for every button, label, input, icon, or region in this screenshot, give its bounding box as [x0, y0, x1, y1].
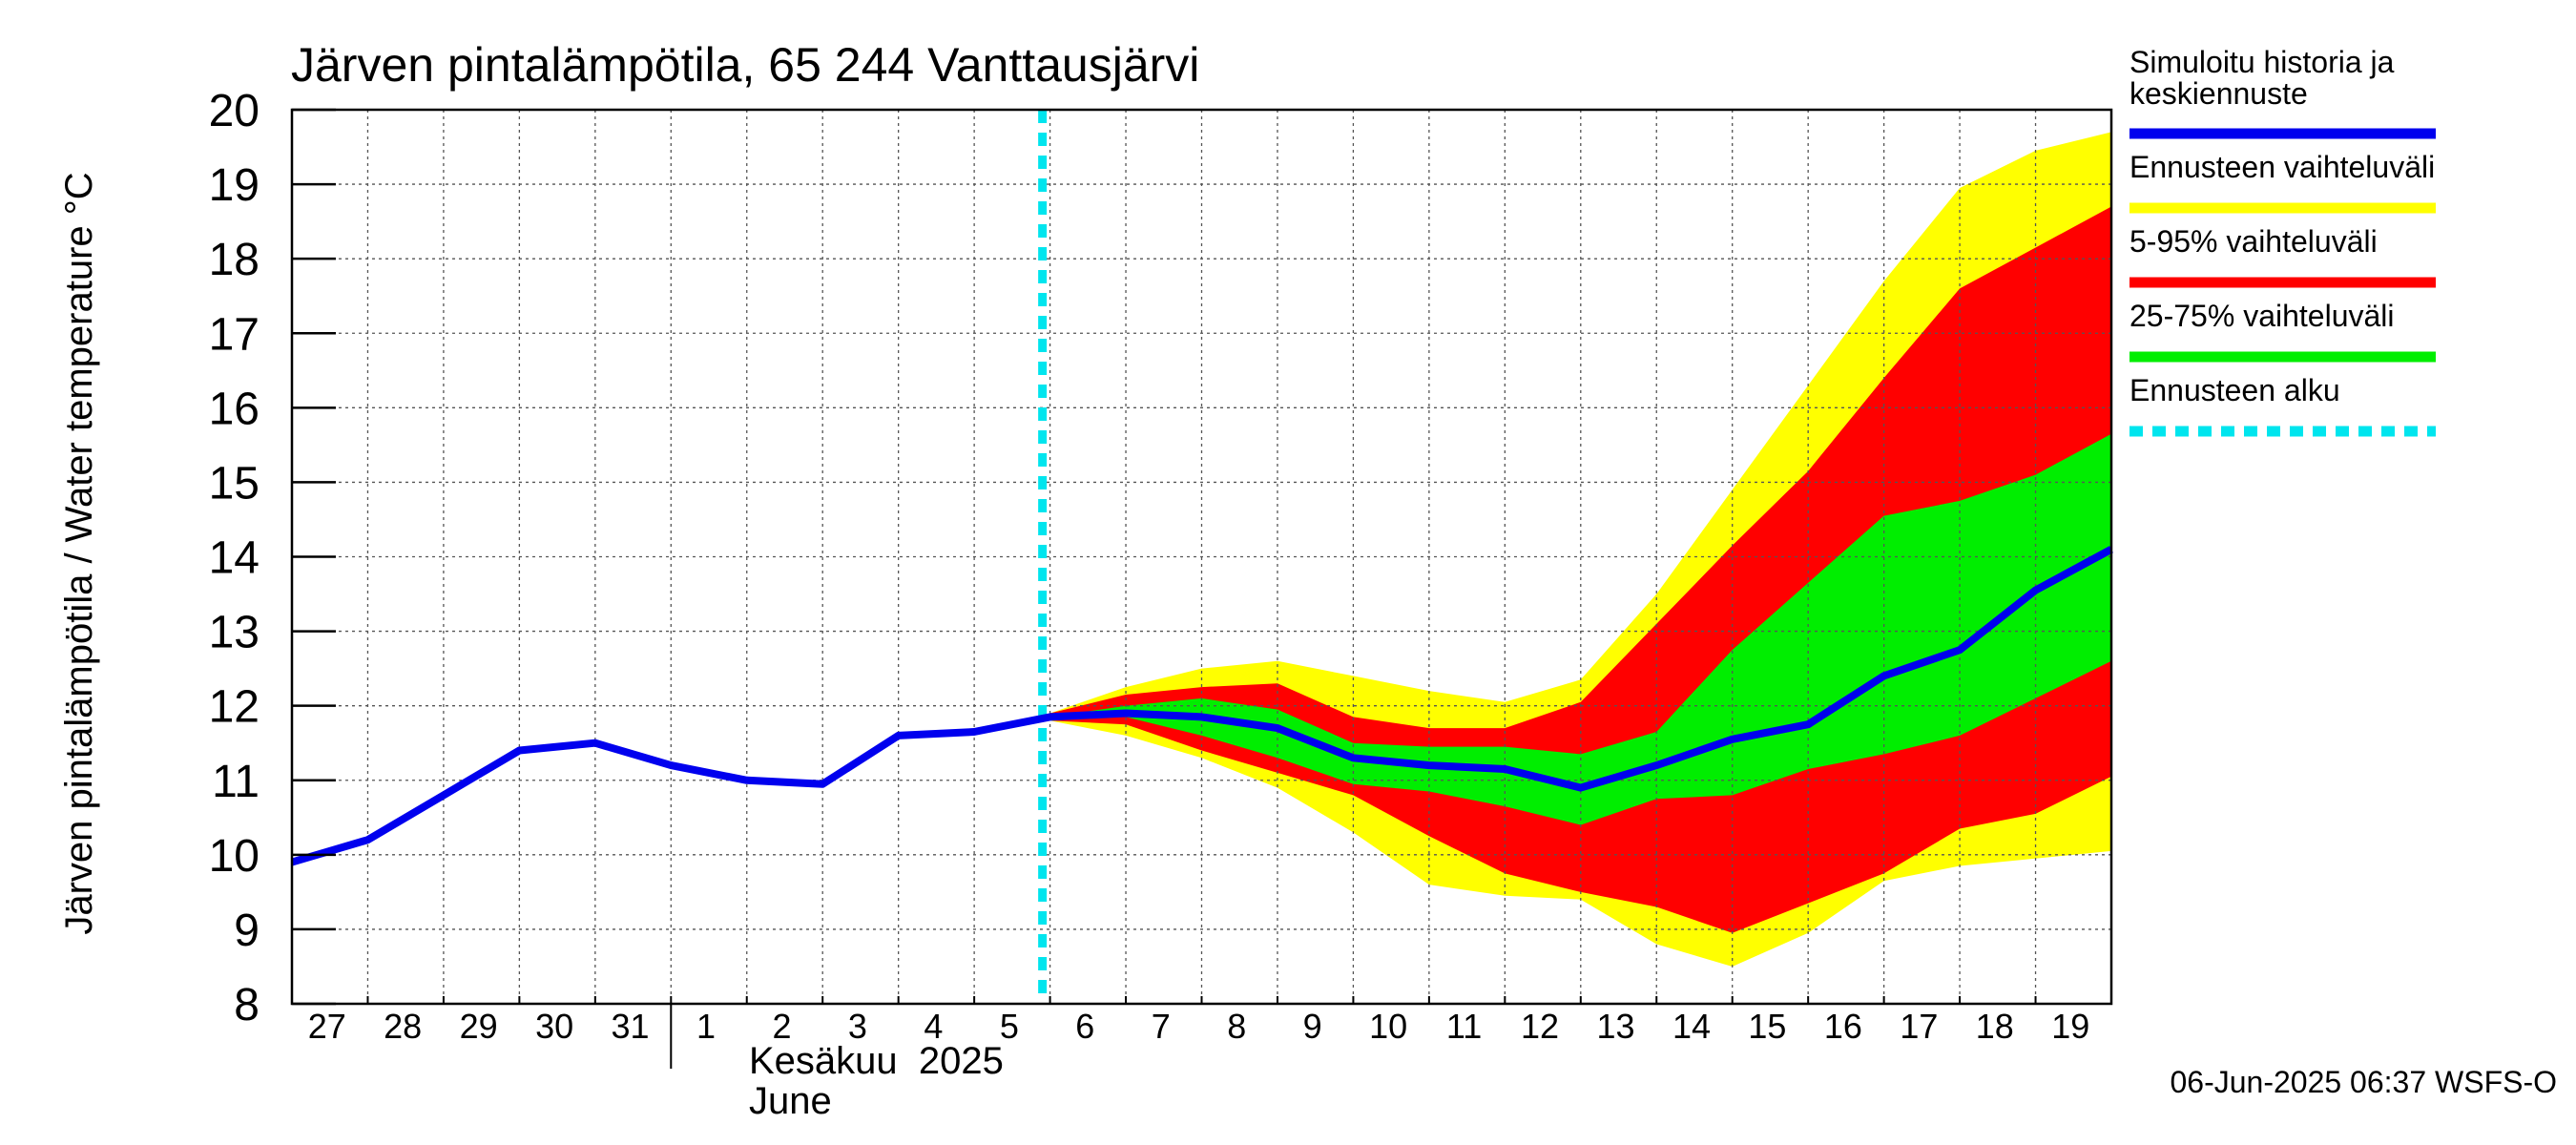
x-tick-label: 31	[612, 1007, 650, 1046]
x-tick-label: 6	[1075, 1007, 1094, 1046]
x-tick-label: 9	[1303, 1007, 1322, 1046]
x-tick-label: 8	[1227, 1007, 1246, 1046]
legend-label: Ennusteen alku	[2129, 373, 2340, 407]
x-tick-label: 13	[1596, 1007, 1634, 1046]
band-range_25_75	[1049, 433, 2111, 825]
y-tick-label: 18	[209, 235, 260, 285]
x-tick-label: 15	[1748, 1007, 1786, 1046]
month-label-en: June	[749, 1080, 832, 1122]
y-tick-label: 20	[209, 86, 260, 136]
legend-label: Simuloitu historia ja	[2129, 45, 2395, 79]
chart-title: Järven pintalämpötila, 65 244 Vanttausjä…	[291, 38, 1199, 92]
y-tick-label: 12	[209, 682, 260, 733]
forecast-bands	[1049, 132, 2111, 967]
y-tick-label: 16	[209, 384, 260, 434]
legend-label: Ennusteen vaihteluväli	[2129, 150, 2435, 184]
series-lines	[290, 110, 2113, 1004]
y-tick-label: 19	[209, 160, 260, 211]
y-tick-label: 8	[234, 980, 260, 1030]
x-tick-label: 18	[1976, 1007, 2014, 1046]
x-tick-label: 10	[1369, 1007, 1407, 1046]
x-tick-label: 1	[696, 1007, 716, 1046]
y-tick-label: 9	[234, 906, 260, 956]
axes	[290, 108, 2113, 1069]
grid-lines	[292, 110, 2111, 1004]
x-tick-label: 12	[1521, 1007, 1559, 1046]
x-tick-label: 5	[1000, 1007, 1019, 1046]
legend-label: 25-75% vaihteluväli	[2129, 299, 2395, 333]
month-label-fi: Kesäkuu 2025	[749, 1040, 1004, 1082]
y-tick-label: 15	[209, 458, 260, 509]
y-tick-label: 10	[209, 831, 260, 882]
legend-label: 5-95% vaihteluväli	[2129, 224, 2378, 259]
x-tick-label: 28	[384, 1007, 422, 1046]
x-tick-label: 14	[1672, 1007, 1711, 1046]
x-tick-label: 19	[2051, 1007, 2089, 1046]
x-tick-label: 11	[1446, 1007, 1482, 1046]
x-tick-label: 30	[535, 1007, 573, 1046]
x-tick-label: 27	[308, 1007, 346, 1046]
timestamp: 06-Jun-2025 06:37 WSFS-O	[2170, 1065, 2557, 1099]
legend-label: keskiennuste	[2129, 76, 2308, 111]
y-tick-label: 11	[212, 757, 260, 807]
x-tick-label: 3	[848, 1007, 867, 1046]
x-tick-label: 2	[772, 1007, 791, 1046]
series-line-history	[290, 546, 2113, 866]
y-tick-label: 13	[209, 608, 260, 658]
y-axis-label: Järven pintalämpötila / Water temperatur…	[58, 172, 100, 934]
x-tick-label: 7	[1152, 1007, 1171, 1046]
y-tick-label: 17	[209, 309, 260, 360]
x-tick-label: 29	[460, 1007, 498, 1046]
y-tick-label: 14	[209, 533, 260, 584]
x-tick-label: 16	[1824, 1007, 1862, 1046]
x-tick-label: 17	[1900, 1007, 1938, 1046]
x-tick-label: 4	[924, 1007, 943, 1046]
